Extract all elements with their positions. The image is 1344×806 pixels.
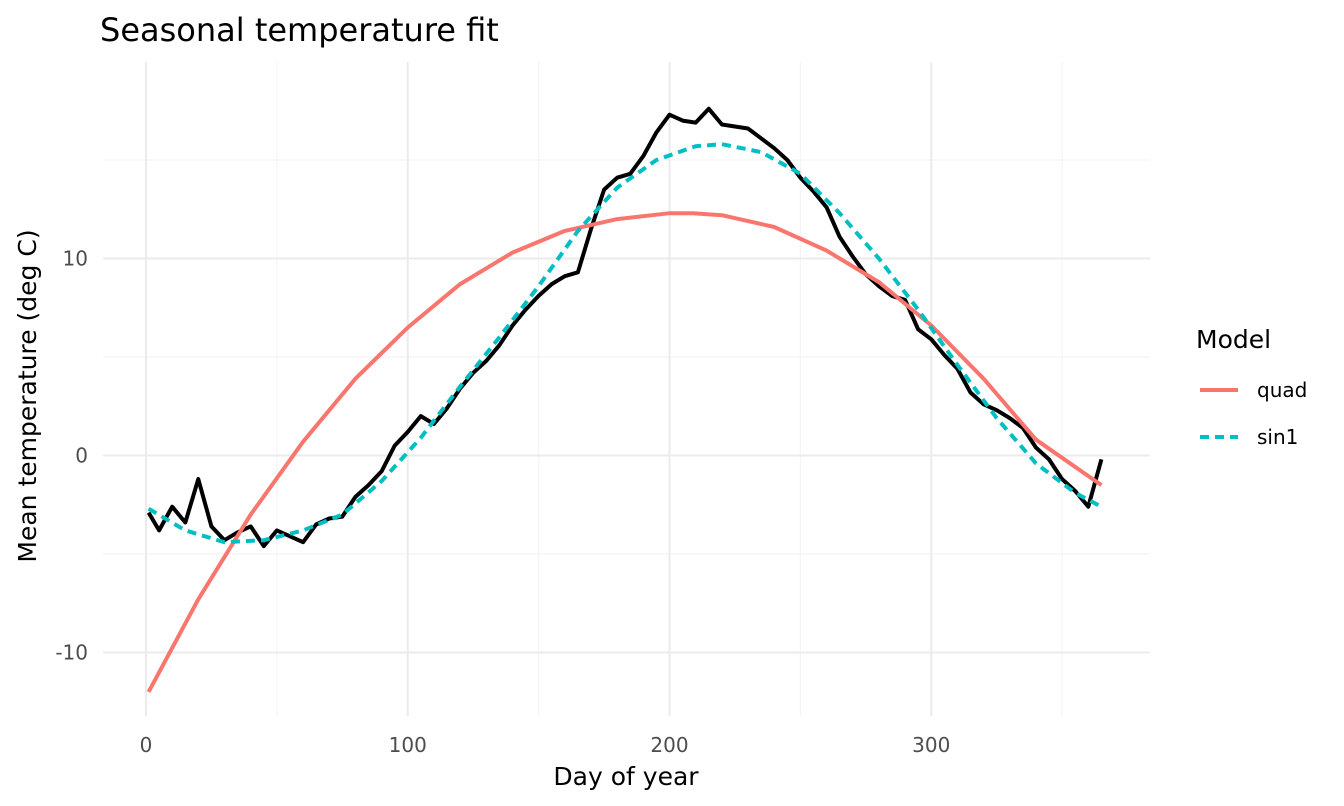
x-axis-ticks: 0 100 200 300 [140, 733, 951, 757]
legend-label-sin1: sin1 [1257, 425, 1298, 449]
x-tick-label: 200 [650, 733, 688, 757]
x-tick-label: 300 [912, 733, 950, 757]
legend-label-quad: quad [1257, 378, 1307, 402]
chart-title: Seasonal temperature fit [100, 11, 499, 49]
grid [103, 62, 1150, 716]
legend-title: Model [1196, 325, 1271, 354]
x-axis-title: Day of year [553, 762, 699, 791]
y-tick-label: 10 [63, 247, 88, 271]
y-tick-label: 0 [75, 444, 88, 468]
series-line-quad [146, 211, 1103, 693]
y-axis-ticks: -10 0 10 [55, 247, 88, 665]
series-line-sin1 [147, 142, 1103, 545]
x-tick-label: 0 [140, 733, 153, 757]
legend: Model quad sin1 [1196, 325, 1307, 449]
y-axis-title: Mean temperature (deg C) [13, 229, 42, 562]
observed-line [146, 106, 1104, 549]
plot-lines [146, 106, 1104, 693]
y-tick-label: -10 [55, 641, 88, 665]
x-tick-label: 100 [389, 733, 427, 757]
